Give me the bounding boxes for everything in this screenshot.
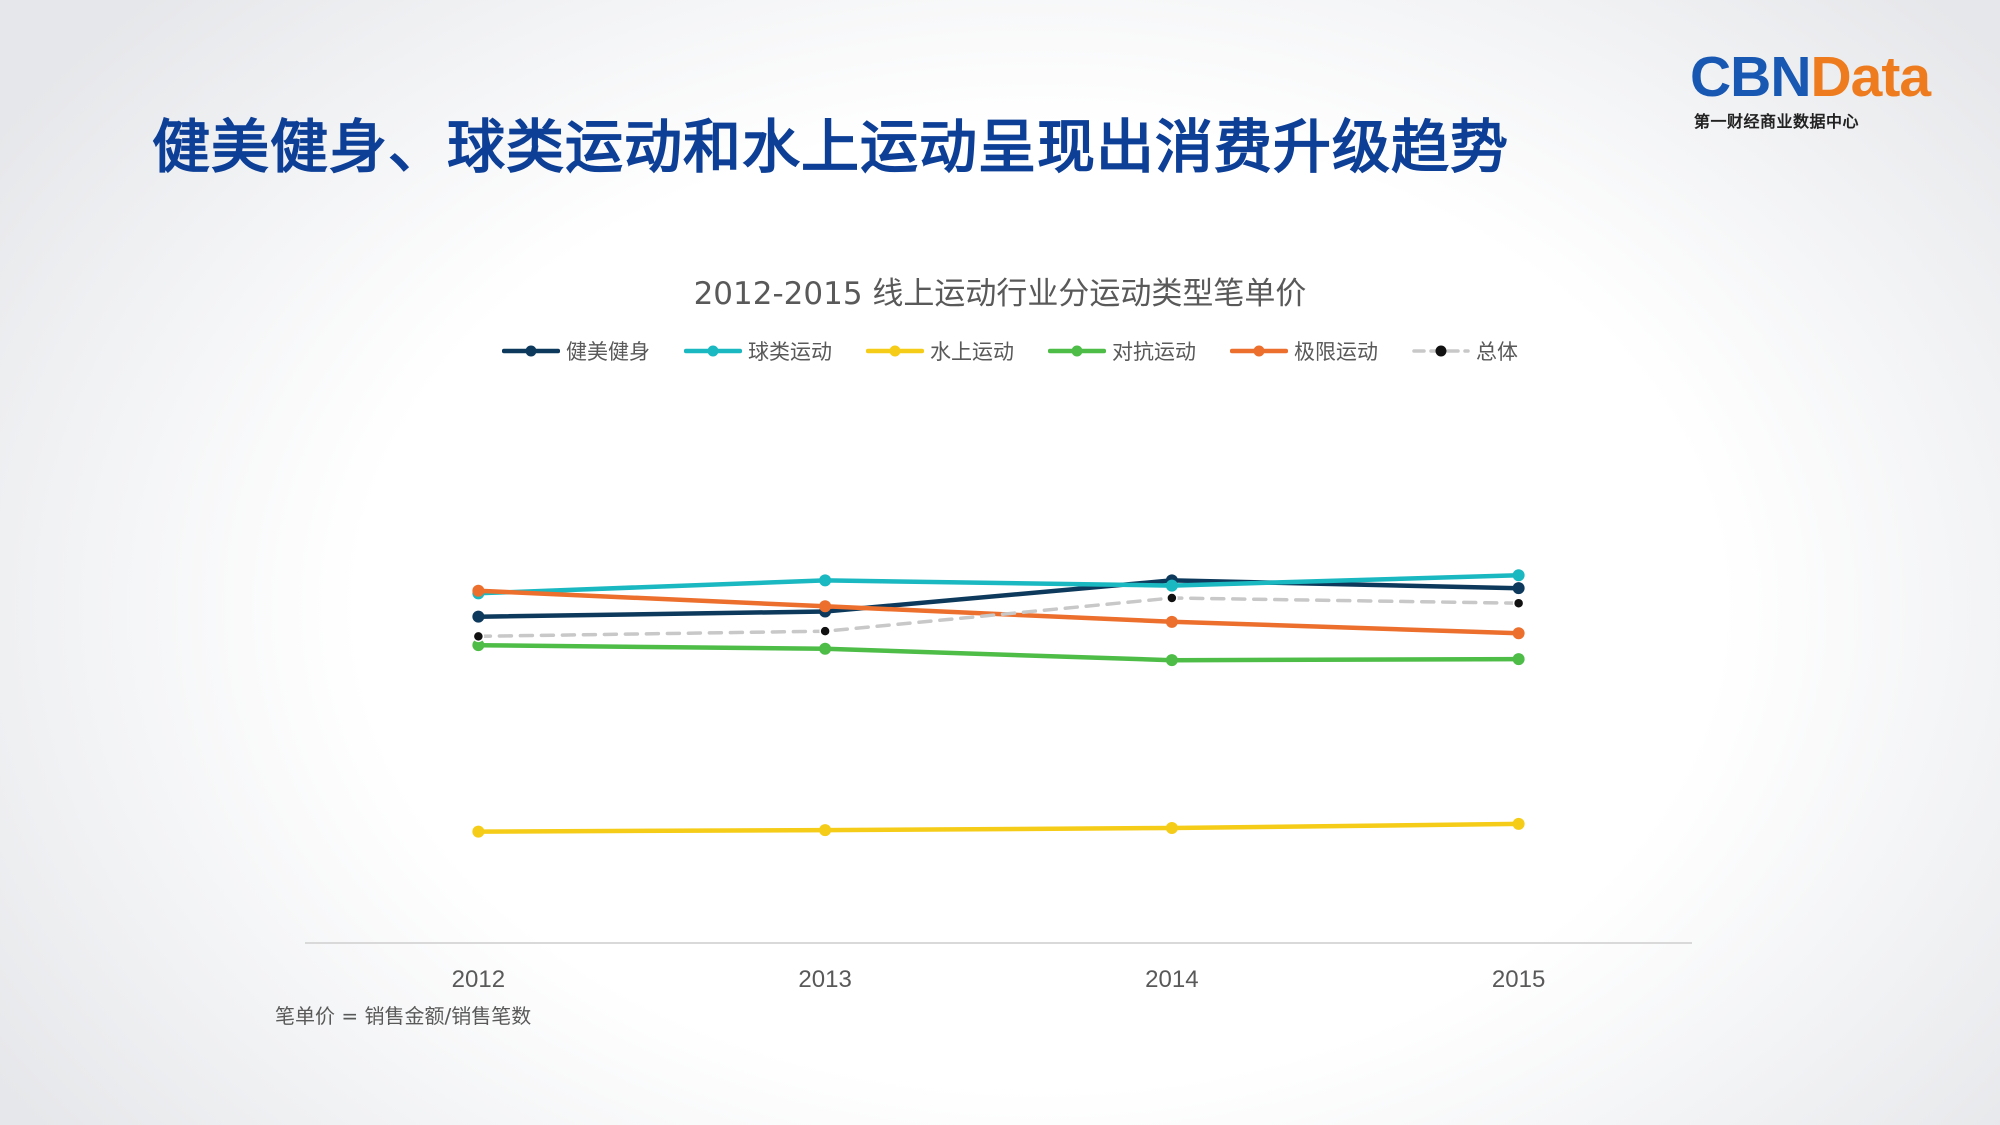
data-point <box>472 825 485 838</box>
legend-item: 球类运动 <box>684 336 832 366</box>
data-point <box>472 610 485 623</box>
data-point <box>819 600 832 613</box>
data-point <box>819 642 832 655</box>
legend-item: 对抗运动 <box>1048 336 1196 366</box>
series-line <box>476 642 1521 663</box>
legend-item: 极限运动 <box>1230 336 1378 366</box>
legend-swatch <box>684 345 742 357</box>
x-tick-label: 2012 <box>452 966 505 993</box>
logo-cbn-text: CBN <box>1690 45 1811 109</box>
series-line <box>476 588 1521 636</box>
data-point <box>1512 653 1525 666</box>
logo-subtitle: 第一财经商业数据中心 <box>1694 112 1860 131</box>
chart-footnote: 笔单价 = 销售金额/销售笔数 <box>275 1004 532 1028</box>
legend-label: 球类运动 <box>748 340 832 364</box>
data-point <box>819 824 832 837</box>
legend-label: 对抗运动 <box>1112 340 1196 364</box>
legend-swatch-marker <box>707 345 719 357</box>
legend-label: 极限运动 <box>1294 340 1378 364</box>
chart-title: 2012-2015 线上运动行业分运动类型笔单价 <box>693 276 1307 312</box>
data-point <box>1512 627 1525 640</box>
data-point <box>472 630 485 643</box>
data-point <box>472 584 485 597</box>
legend-swatch-marker <box>1253 345 1265 357</box>
data-point <box>819 574 832 587</box>
series-line <box>476 572 1521 596</box>
series-line <box>476 596 1521 639</box>
legend-swatch-marker <box>889 345 901 357</box>
data-point <box>1512 597 1525 609</box>
data-point <box>1165 615 1178 628</box>
legend-swatch <box>502 345 560 357</box>
legend-item: 健美健身 <box>502 336 650 366</box>
legend-swatch-marker <box>525 345 537 357</box>
legend-label: 水上运动 <box>930 340 1014 364</box>
legend-swatch-marker <box>1071 345 1083 357</box>
legend-item: 水上运动 <box>866 336 1014 366</box>
logo-wordmark: CBNData <box>1690 48 1940 106</box>
page-title: 健美健身、球类运动和水上运动呈现出消费升级趋势 <box>152 113 1510 181</box>
data-point <box>1512 817 1525 830</box>
x-tick-label: 2014 <box>1145 966 1198 993</box>
data-point <box>1165 822 1178 835</box>
legend-swatch-marker <box>1435 345 1447 357</box>
legend-label: 健美健身 <box>566 340 650 364</box>
series-line <box>476 821 1521 834</box>
chart-legend: 健美健身 球类运动 水上运动 对抗运动 极限运动 总体 <box>480 336 1540 366</box>
legend-swatch <box>866 345 924 357</box>
legend-item: 总体 <box>1412 336 1518 366</box>
data-point <box>1166 592 1178 604</box>
logo-data-text: Data <box>1810 45 1932 109</box>
legend-swatch <box>1412 345 1470 357</box>
legend-swatch <box>1048 345 1106 357</box>
data-point <box>1512 569 1525 582</box>
legend-swatch <box>1230 345 1288 357</box>
data-point <box>472 639 485 652</box>
data-point <box>819 625 831 637</box>
data-point <box>1165 654 1178 667</box>
legend-label: 总体 <box>1476 340 1518 364</box>
x-tick-label: 2013 <box>798 966 851 993</box>
data-point <box>1165 579 1178 592</box>
x-tick-label: 2015 <box>1492 966 1545 993</box>
series-line <box>476 578 1521 619</box>
data-point <box>1512 582 1525 595</box>
cbndata-logo: CBNData 第一财经商业数据中心 <box>1690 48 1940 131</box>
